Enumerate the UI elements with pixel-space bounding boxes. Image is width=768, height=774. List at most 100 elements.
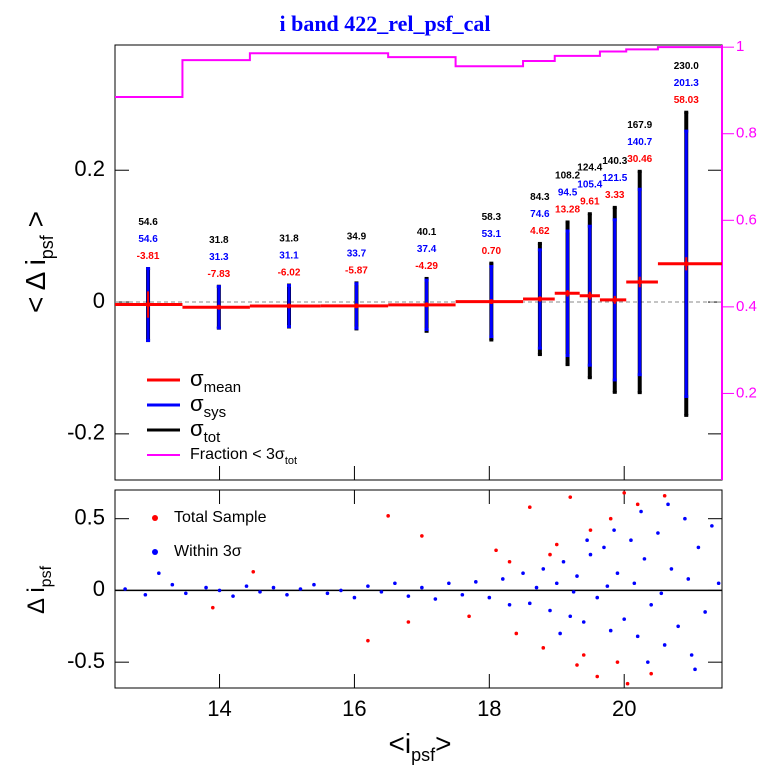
point: [602, 545, 606, 550]
point: [366, 584, 370, 588]
mean-point: [587, 293, 593, 299]
point: [474, 580, 478, 584]
point: [649, 602, 653, 607]
point: [676, 624, 680, 629]
point: [244, 584, 249, 588]
mean-label: 0.70: [482, 246, 502, 257]
point: [683, 516, 687, 521]
point: [420, 534, 424, 538]
point: [231, 594, 235, 598]
point: [585, 538, 589, 543]
point: [689, 653, 694, 657]
point: [271, 585, 276, 590]
mean-point: [637, 279, 643, 285]
point: [608, 516, 613, 521]
point: [393, 581, 397, 586]
point: [635, 634, 640, 639]
legend-sub: sys: [204, 404, 227, 421]
point: [571, 590, 576, 594]
point: [615, 660, 620, 664]
x-label: <ipsf>: [389, 728, 452, 764]
tot-label: 58.3: [482, 212, 502, 223]
sys-label: 94.5: [558, 188, 578, 199]
mean-label: -4.29: [415, 261, 438, 272]
point: [554, 542, 559, 547]
tot-label: 167.9: [627, 120, 652, 131]
point: [693, 667, 697, 672]
point: [541, 646, 546, 650]
legend-text: σ: [190, 391, 204, 416]
point: [575, 574, 579, 578]
point: [406, 594, 411, 598]
point: [527, 505, 532, 510]
mean-point: [216, 304, 222, 310]
point: [541, 567, 546, 571]
mean-point: [353, 303, 359, 309]
point: [649, 671, 653, 676]
point: [521, 571, 525, 576]
point: [501, 577, 505, 581]
point: [696, 545, 701, 550]
sys-label: 33.7: [347, 249, 367, 260]
mean-label: 13.28: [555, 205, 580, 216]
sys-label: 31.1: [279, 251, 299, 262]
point: [642, 557, 647, 561]
y2-tick-label: 0.2: [736, 384, 757, 401]
legend-text: σ: [190, 366, 204, 391]
x-tick-label: 18: [477, 696, 501, 721]
point: [157, 571, 161, 576]
x-tick-label: 16: [342, 696, 366, 721]
legend-marker: [152, 515, 158, 521]
fraction-line: [115, 46, 722, 98]
point: [406, 620, 411, 624]
tot-label: 34.9: [347, 232, 367, 243]
y2-tick-label: 0.6: [736, 211, 757, 228]
tot-label: 31.8: [209, 235, 229, 246]
chart-title: i band 422_rel_psf_cal: [279, 11, 490, 36]
sys-label: 201.3: [674, 78, 699, 89]
mean-point: [537, 296, 543, 302]
legend-entry: σtot: [190, 416, 221, 447]
tot-label: 31.8: [279, 234, 299, 245]
point: [420, 585, 424, 590]
y2-tick-label: 1: [736, 38, 744, 55]
point: [568, 614, 573, 619]
point: [595, 595, 600, 600]
point: [285, 592, 289, 597]
point: [447, 581, 451, 586]
point: [581, 620, 586, 624]
point: [622, 617, 627, 621]
legend-entry: Fraction < 3σtot: [190, 446, 297, 467]
y-tick-label: 0.2: [74, 156, 105, 181]
tot-label: 230.0: [674, 61, 699, 72]
point: [548, 608, 552, 613]
x-tick-label: 14: [207, 696, 231, 721]
point: [534, 585, 539, 590]
legend-entry: σsys: [190, 391, 226, 422]
point: [588, 528, 593, 532]
point: [217, 588, 222, 593]
point: [635, 502, 640, 507]
point: [605, 584, 610, 588]
tot-label: 84.3: [530, 192, 550, 203]
legend-sub: tot: [285, 455, 297, 467]
point: [494, 548, 498, 553]
point: [312, 582, 316, 587]
mean-label: -3.81: [137, 251, 160, 262]
point: [656, 531, 660, 535]
mean-point: [286, 303, 292, 309]
sys-label: 54.6: [138, 234, 158, 245]
mean-point: [145, 302, 151, 308]
point: [258, 590, 262, 594]
tot-label: 140.3: [602, 156, 627, 167]
legend-marker: [152, 549, 158, 555]
x-label-sub: psf: [411, 745, 436, 765]
legend-sub: tot: [204, 429, 222, 446]
point: [662, 643, 667, 647]
sys-label: 121.5: [602, 173, 627, 184]
mean-point: [424, 302, 430, 308]
y-tick-label: -0.5: [67, 648, 105, 673]
mean-label: -6.02: [278, 268, 301, 279]
point: [251, 569, 256, 574]
y2-tick-label: 0.4: [736, 298, 757, 315]
